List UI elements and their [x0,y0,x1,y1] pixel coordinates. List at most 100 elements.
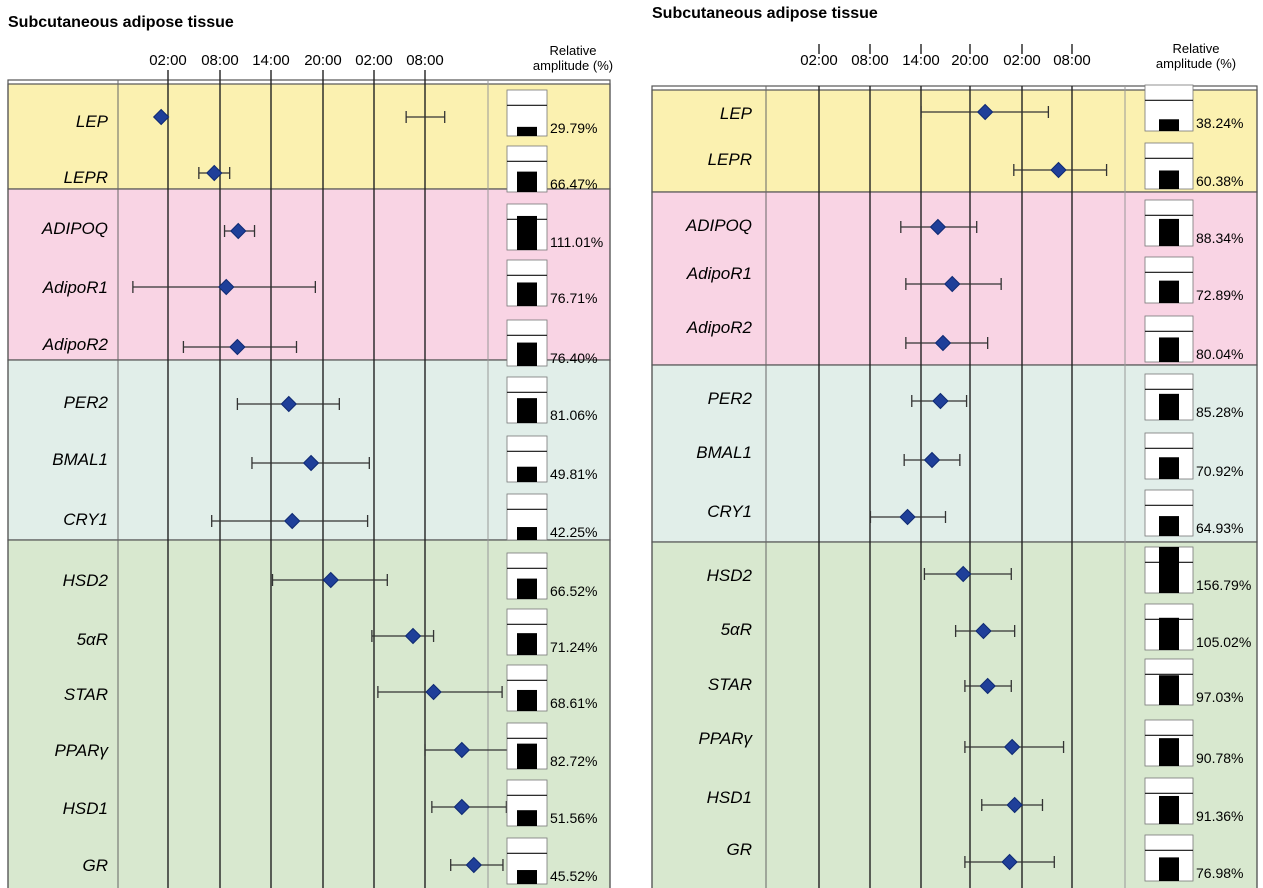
group-band [651,541,1258,888]
gene-label: AdipoR2 [42,335,109,354]
gene-label: BMAL1 [696,443,752,462]
panel-title: Subcutaneous adipose tissue [652,5,878,22]
peak-marker [975,622,992,640]
gene-label: PPARγ [698,729,753,748]
amplitude-bar [517,578,537,599]
gene-label: GR [727,840,753,859]
peak-marker [218,278,235,296]
amplitude-label: 45.52% [550,868,597,884]
gene-label: 5αR [721,620,752,639]
amplitude-bar [1159,337,1179,362]
plot-frame [7,79,611,888]
amplitude-bar [517,171,537,192]
amplitude-bar [517,810,537,826]
amplitude-label: 97.03% [1196,689,1243,705]
amplitude-header: amplitude (%) [1156,56,1236,71]
x-tick-label: 08:00 [1053,52,1091,69]
amplitude-label: 29.79% [550,120,597,136]
x-tick-label: 20:00 [304,52,342,69]
x-tick-label: 14:00 [252,52,290,69]
peak-marker [976,103,994,121]
gene-label: 5αR [77,630,108,649]
amplitude-mini-chart [1144,84,1194,132]
peak-marker [453,798,471,816]
amplitude-bar [517,398,537,423]
x-tick-label: 02:00 [355,52,393,69]
amplitude-label: 156.79% [1196,577,1251,593]
x-tick-label: 08:00 [201,52,239,69]
amplitude-bar [1159,393,1179,420]
amplitude-bar [517,633,537,655]
peak-marker [932,392,949,410]
gene-label: PER2 [64,393,109,412]
amplitude-header: Relative [1173,41,1220,56]
x-tick-label: 02:00 [1003,52,1041,69]
amplitude-label: 68.61% [550,695,597,711]
gene-label: GR [83,856,109,875]
amplitude-label: 76.71% [550,290,597,306]
peak-marker [934,334,952,352]
plot-frame [651,85,1258,888]
amplitude-bar [1159,795,1179,824]
peak-marker [1050,161,1067,179]
amplitude-bar [1159,457,1179,479]
gene-label: CRY1 [63,510,108,529]
amplitude-bar [517,743,537,769]
gene-label: BMAL1 [52,450,108,469]
peak-marker [284,512,301,530]
amplitude-label: 105.02% [1196,634,1251,650]
amplitude-label: 70.92% [1196,463,1243,479]
gene-label: PER2 [708,389,753,408]
amplitude-header: Relative [550,43,597,58]
gene-label: AdipoR1 [686,264,752,283]
amplitude-bar [1159,119,1179,131]
peak-marker [929,218,947,236]
amplitude-label: 60.38% [1196,173,1243,189]
gene-label: HSD2 [63,571,109,590]
peak-marker [404,627,422,645]
amplitude-bar [517,527,537,540]
panel-title: Subcutaneous adipose tissue [8,14,234,31]
gene-label: HSD1 [63,799,108,818]
amplitude-bar [517,342,537,366]
gene-label: LEPR [708,150,752,169]
x-tick-label: 20:00 [951,52,989,69]
amplitude-label: 42.25% [550,524,597,540]
amplitude-bar [517,466,537,482]
gene-label: LEP [76,112,109,131]
gene-label: ADIPOQ [41,219,108,238]
amplitude-bar [1159,738,1179,766]
gene-label: HSD1 [707,788,752,807]
gene-label: CRY1 [707,502,752,521]
chart-panel-1: Subcutaneous adipose tissue 02:00 08:00 14:… [7,14,613,888]
amplitude-label: 66.52% [550,583,597,599]
peak-marker [302,454,320,472]
x-tick-label: 02:00 [800,52,838,69]
peak-marker [1001,853,1018,871]
amplitude-label: 88.34% [1196,230,1243,246]
peak-marker [1003,738,1021,756]
peak-marker [230,222,247,240]
peak-marker [229,338,246,356]
amplitude-label: 81.06% [550,407,597,423]
gene-label: ADIPOQ [685,216,752,235]
peak-marker [944,275,961,293]
x-tick-label: 14:00 [902,52,940,69]
chart-panel-2: Subcutaneous adipose tissue 02:00 08:00 14:… [651,5,1258,888]
amplitude-mini-chart [1144,256,1194,304]
peak-marker [923,451,941,469]
x-tick-label: 08:00 [851,52,889,69]
amplitude-label: 80.04% [1196,346,1243,362]
gene-label: STAR [64,685,108,704]
amplitude-header: amplitude (%) [533,58,613,73]
amplitude-bar [517,689,537,711]
amplitude-label: 64.93% [1196,520,1243,536]
peak-marker [955,565,972,583]
peak-marker [899,508,916,526]
amplitude-bar [517,126,537,136]
peak-marker [465,856,483,874]
peak-marker [453,741,471,759]
gene-label: PPARγ [54,741,109,760]
amplitude-label: 76.98% [1196,865,1243,881]
amplitude-label: 90.78% [1196,750,1243,766]
